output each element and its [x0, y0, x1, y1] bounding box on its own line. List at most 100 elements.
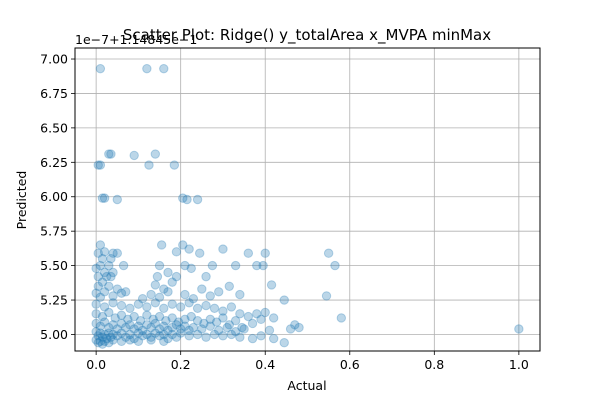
data-point [106, 271, 116, 282]
data-point [121, 332, 131, 342]
data-point [167, 299, 177, 309]
data-point [205, 321, 215, 331]
data-point [252, 309, 262, 319]
data-point [336, 313, 347, 323]
data-point [205, 291, 215, 301]
data-point [154, 324, 165, 334]
data-point [144, 160, 154, 170]
data-point [188, 293, 199, 304]
data-point [112, 324, 122, 334]
data-point [137, 331, 148, 341]
grid-lines [75, 48, 540, 351]
data-point [224, 320, 234, 330]
data-point [148, 314, 158, 325]
data-point [125, 335, 135, 345]
x-tick-label: 1.0 [509, 357, 529, 372]
data-point [171, 332, 182, 342]
data-point [239, 324, 249, 334]
data-point [150, 280, 161, 290]
data-point [163, 333, 173, 344]
data-point [91, 299, 101, 309]
data-point [99, 302, 110, 312]
data-point [260, 248, 270, 258]
data-point [97, 277, 108, 287]
data-point [97, 339, 108, 349]
data-point [142, 329, 152, 340]
data-point [214, 325, 224, 336]
data-point [330, 260, 340, 271]
data-point [226, 329, 237, 340]
data-point [323, 248, 334, 258]
data-point [106, 254, 116, 264]
data-point [163, 267, 173, 278]
data-point [150, 328, 161, 338]
data-point [218, 306, 228, 316]
data-point [178, 240, 188, 250]
data-point [97, 332, 108, 342]
data-point [129, 311, 139, 322]
data-point [186, 311, 196, 322]
data-point [97, 311, 108, 322]
data-point [93, 331, 103, 341]
data-point [91, 327, 101, 337]
data-point [235, 289, 245, 300]
data-point [116, 336, 127, 347]
data-point [209, 303, 220, 314]
data-point [129, 150, 139, 161]
data-point [197, 324, 207, 334]
x-tick-label: 0.2 [171, 357, 191, 372]
y-tick-label: 6.00 [40, 189, 68, 204]
y-tick-label: 6.75 [40, 86, 68, 101]
data-point [142, 63, 152, 74]
data-point [116, 318, 127, 329]
data-point [125, 303, 135, 314]
data-point [146, 322, 156, 333]
data-point [129, 324, 139, 334]
data-point [180, 260, 190, 271]
data-point [112, 331, 122, 341]
data-point [137, 293, 148, 304]
data-point [260, 307, 270, 318]
data-point [91, 318, 101, 329]
data-point [108, 320, 118, 330]
data-point [266, 280, 277, 290]
data-point [95, 240, 106, 250]
data-point [106, 332, 116, 342]
data-point [188, 322, 199, 333]
data-point [230, 316, 241, 326]
data-point [104, 149, 114, 159]
data-point [175, 324, 186, 334]
data-point [93, 281, 103, 291]
data-point [321, 291, 332, 301]
y-tick-label: 5.25 [40, 293, 68, 308]
x-tick-label: 0.0 [86, 357, 106, 372]
data-point [514, 324, 524, 334]
data-point [199, 318, 209, 329]
data-point [95, 336, 106, 347]
data-point [99, 247, 110, 257]
plot-frame [74, 47, 541, 352]
data-point [211, 317, 222, 327]
data-point [205, 314, 215, 325]
y-tick-label: 6.25 [40, 155, 68, 170]
data-point [102, 333, 112, 344]
data-point [116, 300, 127, 311]
data-point [171, 320, 182, 330]
data-point [175, 302, 186, 312]
data-point [294, 322, 304, 333]
data-point [133, 299, 144, 309]
data-point [146, 332, 156, 342]
data-point [95, 63, 106, 74]
data-point [201, 332, 211, 342]
data-point [99, 287, 110, 297]
data-point [167, 329, 177, 340]
data-point [173, 317, 184, 327]
data-point [104, 307, 114, 318]
data-point [226, 302, 237, 312]
data-point [108, 267, 118, 278]
data-point [180, 289, 190, 300]
y-axis-label: Predicted [14, 171, 29, 230]
data-point [118, 260, 129, 271]
data-point [150, 318, 161, 329]
data-point [178, 193, 188, 203]
